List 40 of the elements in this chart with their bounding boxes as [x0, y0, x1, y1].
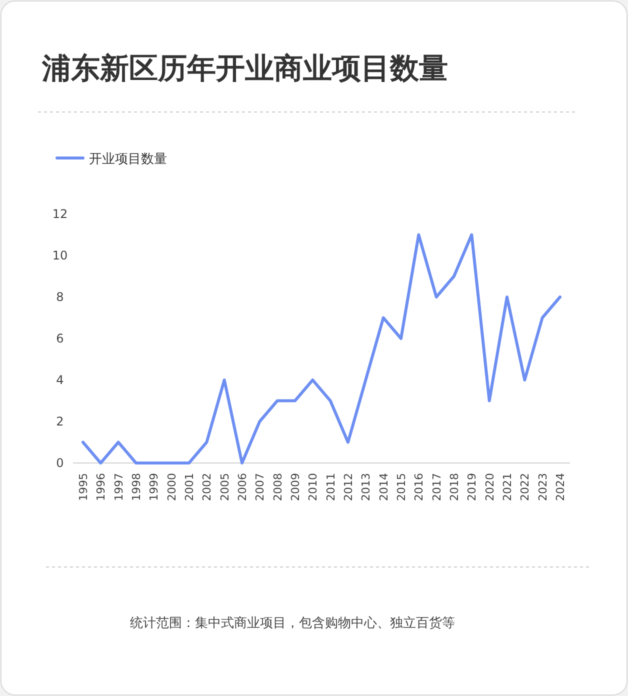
- x-tick-label: 2012: [342, 473, 355, 501]
- x-tick-label: 2015: [395, 473, 408, 501]
- x-tick-label: 2005: [218, 473, 232, 501]
- legend-label: 开业项目数量: [89, 152, 167, 167]
- x-tick-label: 2013: [360, 473, 373, 501]
- plot: 0 2 4 6 8 10 12 1995 1996 1997 1998 1999 2000 2001 2002 2005 2006 2007 2008 2009 2010 2011 2012 2013 2014 2015 2016 2017 2018 2019 2020 2021 2022 2023 2024: [52, 207, 570, 501]
- y-tick-label: 8: [56, 290, 64, 304]
- x-tick-label: 2017: [430, 473, 444, 501]
- x-tick-label: 2011: [324, 473, 338, 501]
- x-tick-label: 2002: [200, 473, 214, 501]
- x-tick-label: 2023: [536, 473, 550, 501]
- x-tick-label: 2010: [306, 473, 320, 501]
- x-tick-label: 2006: [236, 473, 249, 501]
- x-tick-label: 1997: [112, 473, 126, 501]
- x-tick-label: 2020: [483, 473, 496, 501]
- x-tick-label: 2008: [271, 473, 284, 501]
- y-tick-label: 10: [52, 248, 68, 262]
- y-tick-label: 12: [52, 207, 68, 221]
- y-tick-label: 2: [56, 414, 64, 428]
- x-tick-label: 2007: [254, 473, 267, 501]
- x-tick-label: 2009: [289, 473, 302, 501]
- x-tick-label: 1995: [77, 473, 90, 501]
- x-tick-label: 2021: [501, 473, 514, 501]
- text: 统计范围：集中式商业项目，包含购物中心、独立百货等: [130, 615, 455, 631]
- x-tick-label: 2022: [518, 473, 532, 501]
- x-tick-label: 2001: [183, 473, 196, 501]
- x-tick-label: 2014: [377, 473, 390, 501]
- x-tick-label: 2000: [165, 473, 178, 501]
- x-tick-label: 2018: [448, 473, 461, 501]
- y-tick-label: 6: [56, 332, 64, 346]
- x-tick-label: 2016: [412, 473, 426, 501]
- x-tick-label: 2019: [466, 473, 479, 501]
- line-series: [82, 233, 562, 464]
- x-tick-label: 1996: [94, 473, 108, 501]
- y-tick-label: 0: [56, 456, 64, 470]
- x-tick-label: 1999: [148, 473, 161, 501]
- chart-title: 浦东新区历年开业商业项目数量: [41, 51, 448, 85]
- x-tick-label: 1998: [130, 473, 143, 501]
- y-tick-label: 4: [56, 373, 64, 387]
- x-tick-label: 2024: [554, 473, 567, 501]
